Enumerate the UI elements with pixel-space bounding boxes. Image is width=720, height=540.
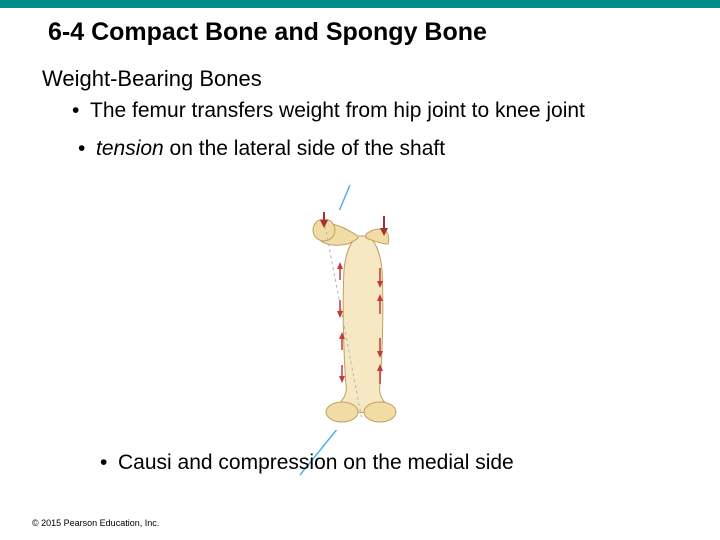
bullet-dot-icon: •: [72, 98, 79, 124]
bullet-item: • tension on the lateral side of the sha…: [96, 136, 650, 162]
bullet-text: The femur transfers weight from hip join…: [90, 99, 585, 122]
bullet-text: Causi and compression on the medial side: [118, 451, 514, 474]
bullet-text: on the lateral side of the shaft: [164, 137, 445, 160]
slide-title: 6-4 Compact Bone and Spongy Bone: [48, 18, 487, 47]
femur-svg: [280, 210, 440, 430]
bullet-dot-icon: •: [78, 136, 85, 162]
bullet-list-top: • The femur transfers weight from hip jo…: [90, 98, 650, 175]
bullet-item: • Causi and compression on the medial si…: [118, 450, 678, 476]
slide: { "theme": { "topbar_color": "#008b8b", …: [0, 0, 720, 540]
slide-subtitle: Weight-Bearing Bones: [42, 66, 262, 92]
slide-top-accent-bar: [0, 0, 720, 8]
figure-femur-diagram: [170, 210, 550, 430]
bullet-list-bottom: • Causi and compression on the medial si…: [118, 450, 678, 488]
copyright-text: © 2015 Pearson Education, Inc.: [32, 518, 159, 528]
bullet-item: • The femur transfers weight from hip jo…: [90, 98, 650, 124]
bullet-dot-icon: •: [100, 450, 107, 476]
bullet-text-italic: tension: [96, 137, 164, 160]
